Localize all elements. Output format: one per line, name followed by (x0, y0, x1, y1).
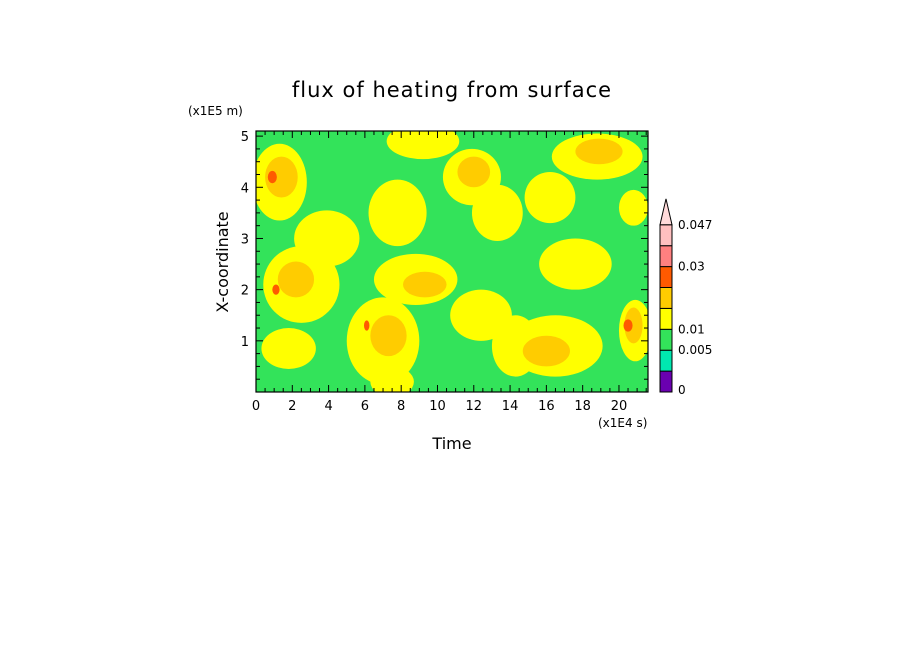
heatmap-region (370, 366, 414, 392)
heatmap-region (403, 271, 447, 298)
heatmap-region (294, 210, 360, 267)
colorbar-swatch (659, 266, 673, 289)
heatmap-region (623, 319, 633, 332)
y-unit-label: (x1E5 m) (188, 104, 243, 118)
heatmap-region (575, 138, 623, 165)
heatmap-region (261, 328, 316, 369)
colorbar-swatch (659, 370, 673, 393)
x-tick-label: 0 (252, 399, 260, 414)
heatmap-region (368, 179, 427, 247)
x-tick-label: 10 (429, 399, 446, 414)
heatmap-region (524, 171, 576, 224)
colorbar-extension (659, 198, 673, 226)
x-tick-label: 6 (361, 399, 369, 414)
x-axis: 0 2 4 6 8 10 12 14 16 18 20 (252, 131, 647, 414)
heatmap-region (471, 184, 523, 242)
colorbar-label: 0.047 (678, 218, 712, 232)
heatmap-region (370, 315, 407, 357)
heatmap-regions (256, 131, 648, 392)
x-tick-label: 12 (466, 399, 483, 414)
heatmap-region (272, 284, 280, 295)
colorbar-swatch (659, 307, 673, 330)
heatmap-region (522, 335, 570, 367)
colorbar-label: 0.03 (678, 260, 705, 274)
x-tick-label: 18 (574, 399, 591, 414)
x-tick-label: 14 (502, 399, 519, 414)
colorbar-label: 0 (678, 383, 686, 397)
heatmap-region (277, 261, 315, 298)
y-axis-label: X-coordinate (213, 211, 232, 312)
x-tick-label: 16 (538, 399, 555, 414)
heatmap-region (457, 156, 491, 188)
colorbar-swatch (659, 328, 673, 351)
colorbar-label: 0.005 (678, 343, 712, 357)
plot-frame (255, 130, 649, 393)
colorbar-swatch (659, 349, 673, 372)
colorbar: 0 0.005 0.01 0.03 0.047 (659, 198, 712, 397)
y-tick-label: 2 (241, 284, 249, 299)
x-tick-label: 2 (288, 399, 296, 414)
colorbar-swatch (659, 287, 673, 309)
y-tick-label: 3 (241, 232, 249, 247)
heatmap-region (386, 131, 460, 160)
colorbar-swatch (659, 245, 673, 268)
x-tick-label: 20 (611, 399, 628, 414)
chart-title: flux of heating from surface (292, 78, 612, 102)
colorbar-swatch (659, 224, 673, 247)
y-axis: 1 2 3 4 5 (241, 130, 648, 393)
colorbar-label: 0.01 (678, 322, 705, 336)
y-tick-label: 4 (241, 181, 249, 196)
plot-area (256, 131, 648, 392)
heatmap-region (363, 320, 370, 331)
x-axis-label: Time (431, 434, 471, 453)
x-tick-label: 8 (397, 399, 405, 414)
heatmap-region (267, 170, 277, 184)
y-tick-label: 5 (241, 130, 249, 145)
x-tick-label: 4 (324, 399, 332, 414)
heatmap-region (618, 189, 648, 226)
heatmap-region (624, 307, 643, 344)
heatmap-region (265, 156, 298, 198)
x-unit-label: (x1E4 s) (598, 416, 647, 430)
heatmap-region (539, 238, 612, 290)
y-tick-label: 1 (241, 335, 249, 350)
